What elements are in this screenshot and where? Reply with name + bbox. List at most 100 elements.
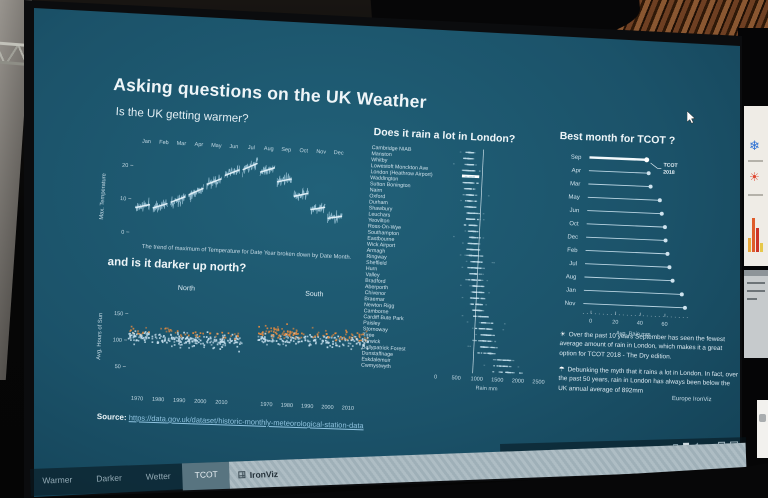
svg-text:Southampton: Southampton bbox=[367, 230, 399, 238]
svg-text:2500: 2500 bbox=[532, 379, 545, 386]
svg-text:Lerwick: Lerwick bbox=[362, 338, 381, 345]
text-line bbox=[747, 290, 765, 292]
secondary-app-panel: ❄ ☀ bbox=[744, 106, 768, 266]
svg-text:Newton Rigg: Newton Rigg bbox=[364, 302, 395, 309]
svg-text:Yeovilton: Yeovilton bbox=[368, 218, 390, 225]
umbrella-icon: ☂ bbox=[558, 365, 565, 374]
svg-text:2000: 2000 bbox=[321, 404, 334, 411]
svg-text:Wick Airport: Wick Airport bbox=[367, 242, 396, 249]
svg-text:Cwmystwyth: Cwmystwyth bbox=[361, 363, 391, 370]
svg-text:Feb: Feb bbox=[567, 248, 578, 254]
secondary-window bbox=[744, 270, 768, 358]
sheet-grid-icon bbox=[238, 471, 246, 479]
snowflake-icon: ❄ bbox=[749, 138, 760, 153]
svg-text:Ballypatrick Forest: Ballypatrick Forest bbox=[362, 344, 406, 352]
svg-text:South: South bbox=[305, 291, 324, 299]
svg-text:Chivenor: Chivenor bbox=[364, 290, 386, 297]
svg-text:Armagh: Armagh bbox=[367, 248, 386, 255]
svg-text:Jan: Jan bbox=[566, 288, 576, 294]
text-line bbox=[747, 282, 765, 284]
svg-text:Rain mm: Rain mm bbox=[475, 385, 498, 392]
svg-text:Cambridge NIAB: Cambridge NIAB bbox=[372, 145, 412, 153]
svg-text:Cardiff Bute Park: Cardiff Bute Park bbox=[363, 314, 404, 322]
small-text-line bbox=[748, 160, 763, 162]
text-line bbox=[747, 298, 757, 300]
svg-text:20: 20 bbox=[612, 320, 618, 326]
mouse-cursor bbox=[687, 111, 696, 124]
svg-text:Shawbury: Shawbury bbox=[369, 205, 393, 212]
hours-of-sun-scatter-chart[interactable]: Avg. Hours of Sun 50 100 150 North 1970 1980 19… bbox=[88, 274, 396, 420]
svg-text:2010: 2010 bbox=[215, 400, 228, 407]
mini-bar bbox=[760, 243, 763, 252]
svg-text:2000: 2000 bbox=[512, 378, 525, 385]
svg-text:Jul: Jul bbox=[248, 145, 255, 151]
svg-text:Oct: Oct bbox=[569, 221, 579, 227]
svg-text:Tiree: Tiree bbox=[362, 332, 374, 339]
scroll-button[interactable] bbox=[759, 414, 766, 422]
svg-text:Mar: Mar bbox=[176, 141, 186, 148]
svg-text:Paisley: Paisley bbox=[363, 320, 381, 327]
svg-text:150: 150 bbox=[114, 311, 123, 317]
svg-text:Whitby: Whitby bbox=[371, 157, 388, 164]
svg-text:1970: 1970 bbox=[131, 396, 144, 403]
svg-text:May: May bbox=[568, 194, 580, 200]
svg-text:0: 0 bbox=[589, 319, 592, 325]
svg-text:Feb: Feb bbox=[159, 140, 169, 147]
svg-text:Hurn: Hurn bbox=[366, 266, 378, 273]
svg-text:Bradford: Bradford bbox=[365, 278, 386, 285]
svg-text:Sutton Bonington: Sutton Bonington bbox=[370, 181, 411, 189]
svg-text:2010: 2010 bbox=[342, 405, 355, 412]
annotation-text: Over the past 10 years September has see… bbox=[559, 331, 726, 361]
svg-text:40: 40 bbox=[637, 321, 643, 327]
tab-warmer[interactable]: Warmer bbox=[42, 474, 73, 486]
secondary-panel-edge bbox=[757, 400, 768, 458]
svg-text:Avg. Rain mm: Avg. Rain mm bbox=[616, 331, 651, 338]
svg-text:0: 0 bbox=[121, 230, 124, 236]
svg-text:Nov: Nov bbox=[565, 301, 576, 307]
svg-text:North: North bbox=[178, 285, 196, 293]
tab-darker[interactable]: Darker bbox=[96, 472, 122, 484]
svg-text:1980: 1980 bbox=[152, 397, 165, 404]
svg-text:20: 20 bbox=[122, 163, 128, 169]
svg-text:500: 500 bbox=[451, 375, 460, 381]
svg-text:Jul: Jul bbox=[569, 261, 577, 267]
svg-text:Camborne: Camborne bbox=[364, 308, 389, 315]
svg-text:1980: 1980 bbox=[281, 403, 294, 410]
svg-text:Nairn: Nairn bbox=[369, 187, 382, 194]
svg-text:Ringway: Ringway bbox=[366, 254, 387, 261]
svg-text:Jan: Jan bbox=[142, 139, 151, 146]
svg-text:Apr: Apr bbox=[571, 168, 581, 174]
mini-bar bbox=[748, 238, 751, 252]
mini-bar bbox=[752, 218, 755, 252]
tab-wetter[interactable]: Wetter bbox=[145, 470, 171, 482]
svg-text:0: 0 bbox=[434, 374, 437, 380]
svg-text:10: 10 bbox=[120, 196, 126, 202]
annotation-september: ☀ Over the past 10 years September has se… bbox=[559, 330, 740, 364]
svg-text:London (Heathrow Airport): London (Heathrow Airport) bbox=[370, 169, 433, 178]
tab-tcot[interactable]: TCOT bbox=[182, 461, 231, 491]
svg-text:Eskdalemuir: Eskdalemuir bbox=[361, 357, 391, 364]
small-text-line bbox=[748, 194, 763, 196]
svg-text:Oct: Oct bbox=[299, 148, 308, 155]
svg-text:Sep: Sep bbox=[281, 147, 291, 154]
mini-bar-chart bbox=[748, 208, 766, 252]
svg-text:Stornoway: Stornoway bbox=[363, 326, 389, 333]
svg-text:1990: 1990 bbox=[173, 398, 186, 405]
svg-text:Jun: Jun bbox=[569, 208, 579, 214]
svg-text:Durham: Durham bbox=[369, 199, 389, 206]
svg-text:Braemar: Braemar bbox=[364, 296, 385, 303]
temperature-by-month-chart[interactable]: Max. Temperature 0 10 20 Jan Feb Mar Apr May Jun J… bbox=[90, 118, 360, 268]
svg-text:Dec: Dec bbox=[567, 234, 578, 240]
svg-text:Dec: Dec bbox=[334, 150, 344, 157]
svg-text:60: 60 bbox=[661, 322, 667, 328]
svg-text:Jun: Jun bbox=[229, 144, 238, 151]
source-label: Source: bbox=[96, 412, 127, 423]
svg-text:50: 50 bbox=[115, 364, 121, 370]
secondary-monitor: ❄ ☀ bbox=[738, 28, 768, 478]
sun-icon: ☀ bbox=[559, 330, 566, 339]
annotation-block: ☀ Over the past 10 years September has se… bbox=[558, 330, 740, 406]
